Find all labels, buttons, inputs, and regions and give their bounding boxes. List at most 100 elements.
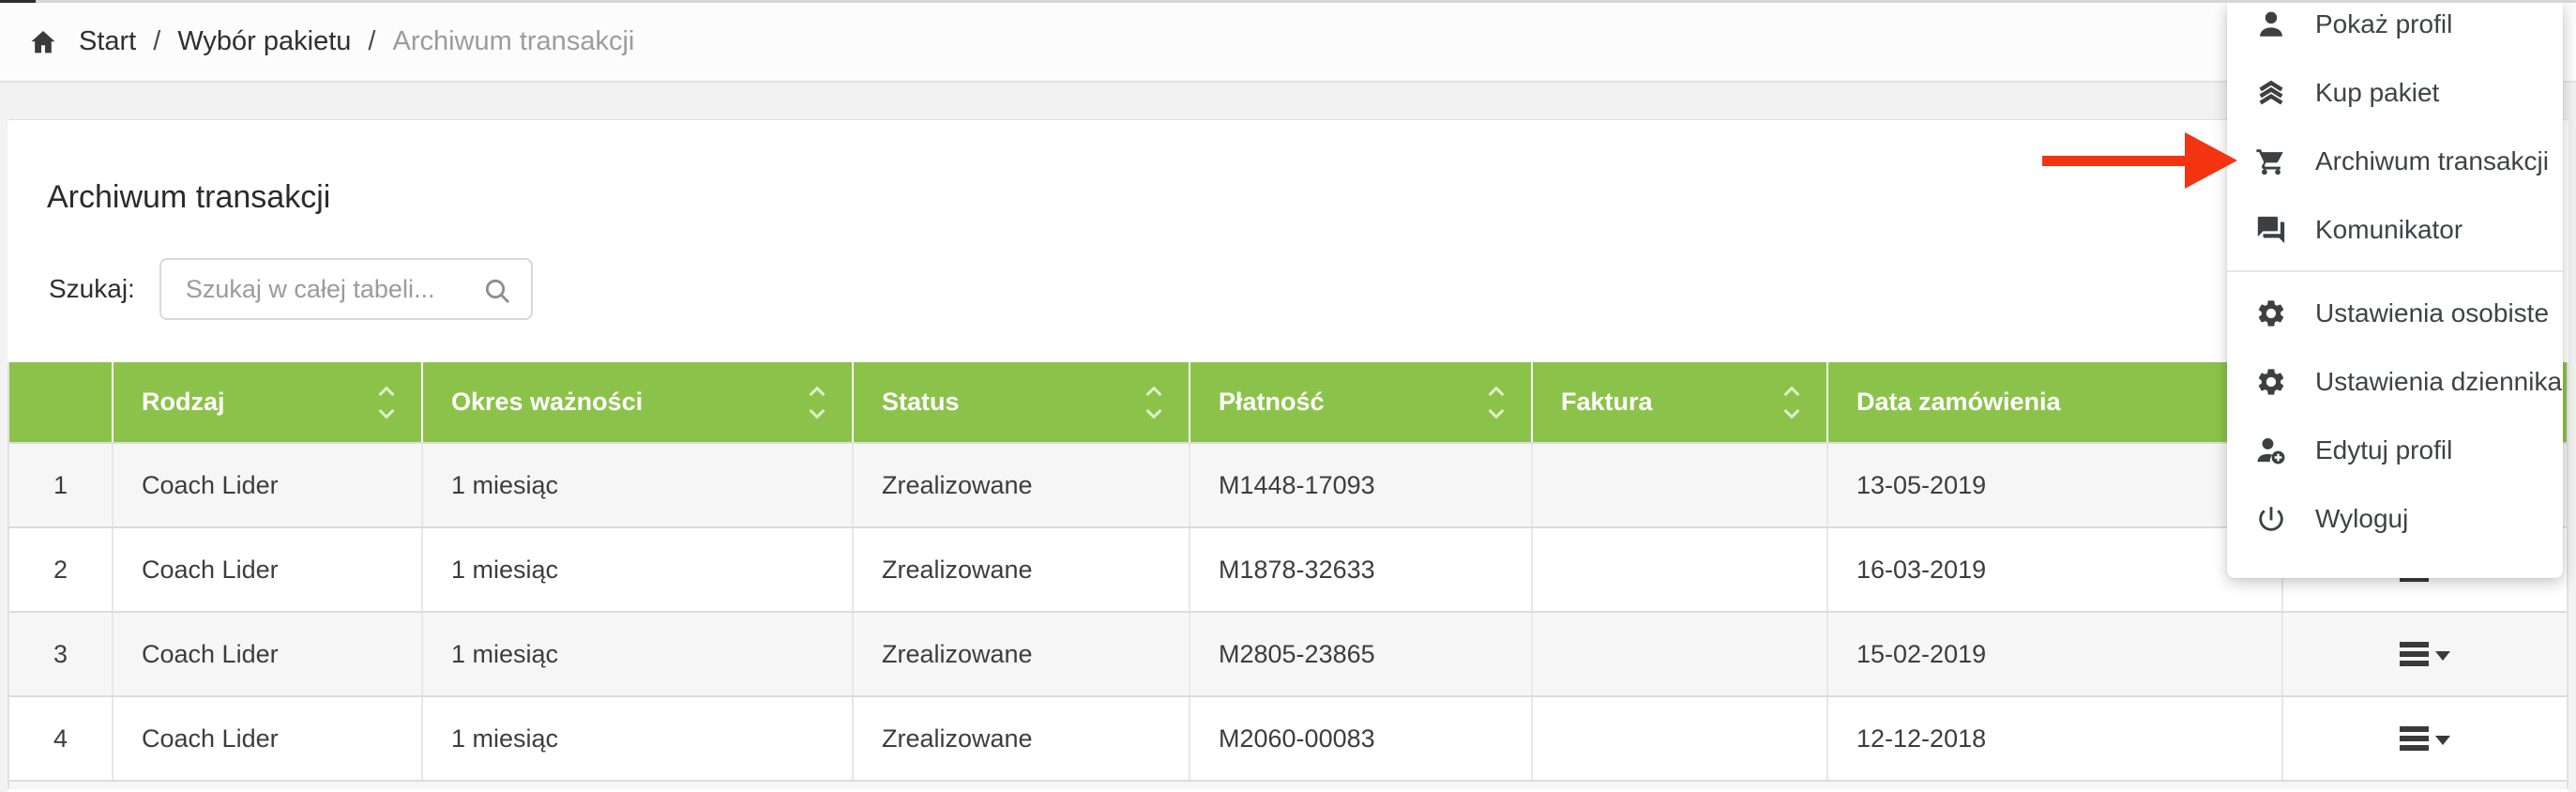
breadcrumb: Start / Wybór pakietu / Archiwum transak… <box>0 3 2576 83</box>
gear-icon <box>2253 296 2289 331</box>
cell-faktura <box>1533 613 1828 695</box>
cell-platnosc: M2060-00083 <box>1190 697 1533 780</box>
cell-data-zamowienia: 13-05-2019 <box>1828 444 2283 526</box>
header-cell-status[interactable]: Status <box>854 362 1190 442</box>
header-cell-data-zamowienia[interactable]: Data zamówienia <box>1828 362 2283 442</box>
cell-platnosc: M2805-23865 <box>1190 613 1533 695</box>
cart-icon <box>2253 144 2289 179</box>
row-actions-button[interactable] <box>2400 642 2450 666</box>
search-box <box>159 258 533 320</box>
breadcrumb-separator: / <box>153 26 161 56</box>
menu-divider <box>2227 270 2563 272</box>
search-icon <box>482 276 512 306</box>
menu-item-label: Edytuj profil <box>2315 434 2453 465</box>
user-dropdown-menu: Pokaż profil Kup pakiet Archiwum transak… <box>2227 3 2563 578</box>
search-input[interactable] <box>160 260 531 318</box>
search-row: Szukaj: <box>49 257 533 321</box>
cell-rodzaj: Coach Lider <box>114 697 423 780</box>
cell-platnosc: M1878-32633 <box>1190 528 1533 611</box>
menu-item-label: Ustawienia osobiste <box>2315 297 2550 327</box>
header-cell-number <box>9 362 114 442</box>
menu-item-komunikator[interactable]: Komunikator <box>2227 195 2563 264</box>
menu-item-pokaz-profil[interactable]: Pokaż profil <box>2227 3 2563 58</box>
table-header-row: Rodzaj Okres ważności Status Płatność Fa… <box>9 362 2567 442</box>
cell-okres: 1 miesiąc <box>423 444 854 526</box>
header-cell-okres-waznosci[interactable]: Okres ważności <box>423 362 854 442</box>
menu-item-kup-pakiet[interactable]: Kup pakiet <box>2227 58 2563 127</box>
breadcrumb-item-wybor-pakietu[interactable]: Wybór pakietu <box>177 26 352 56</box>
menu-item-wyloguj[interactable]: Wyloguj <box>2227 484 2563 553</box>
cell-number: 1 <box>9 444 114 526</box>
person-add-icon <box>2253 433 2289 468</box>
cell-rodzaj: Coach Lider <box>114 613 423 695</box>
cell-status: Zrealizowane <box>854 528 1190 611</box>
home-icon[interactable] <box>28 27 58 57</box>
cell-platnosc: M1448-17093 <box>1190 444 1533 526</box>
cell-okres: 1 miesiąc <box>423 613 854 695</box>
cell-status: Zrealizowane <box>854 697 1190 780</box>
menu-item-label: Archiwum transakcji <box>2315 145 2549 175</box>
hamburger-icon <box>2400 726 2429 751</box>
sort-icon[interactable] <box>378 386 395 419</box>
menu-item-label: Kup pakiet <box>2315 77 2440 107</box>
sort-icon[interactable] <box>1488 386 1505 419</box>
power-icon <box>2253 501 2289 537</box>
search-label: Szukaj: <box>49 274 135 303</box>
menu-item-ustawienia-dziennika[interactable]: Ustawienia dziennika <box>2227 347 2563 416</box>
menu-item-archiwum-transakcji[interactable]: Archiwum transakcji <box>2227 127 2563 195</box>
header-label: Data zamówienia <box>1856 388 2061 416</box>
menu-item-ustawienia-osobiste[interactable]: Ustawienia osobiste <box>2227 279 2563 347</box>
cell-actions <box>2283 613 2567 695</box>
cell-rodzaj: Coach Lider <box>114 528 423 611</box>
cell-number: 3 <box>9 613 114 695</box>
breadcrumb-item-archiwum-transakcji: Archiwum transakcji <box>392 26 635 56</box>
table-row: 2 Coach Lider 1 miesiąc Zrealizowane M18… <box>9 526 2567 611</box>
breadcrumb-item-start[interactable]: Start <box>79 26 137 56</box>
cell-status: Zrealizowane <box>854 613 1190 695</box>
cell-data-zamowienia: 12-12-2018 <box>1828 697 2283 780</box>
row-actions-button[interactable] <box>2400 726 2450 751</box>
caret-down-icon <box>2435 736 2450 745</box>
breadcrumb-separator: / <box>368 26 376 56</box>
cell-status: Zrealizowane <box>854 444 1190 526</box>
cell-faktura <box>1533 528 1828 611</box>
header-cell-platnosc[interactable]: Płatność <box>1190 362 1533 442</box>
chevrons-up-icon <box>2253 75 2289 111</box>
header-cell-rodzaj[interactable]: Rodzaj <box>114 362 423 442</box>
table-row-partial <box>9 780 2567 789</box>
caret-down-icon <box>2435 651 2450 661</box>
gear-icon <box>2253 364 2289 400</box>
menu-item-label: Ustawienia dziennika <box>2315 366 2563 396</box>
header-label: Okres ważności <box>451 388 644 416</box>
cell-okres: 1 miesiąc <box>423 697 854 780</box>
arrow-shaft <box>2042 156 2187 166</box>
cell-number: 2 <box>9 528 114 611</box>
table-row: 1 Coach Lider 1 miesiąc Zrealizowane M14… <box>9 442 2567 526</box>
menu-item-edytuj-profil[interactable]: Edytuj profil <box>2227 416 2563 484</box>
sort-icon[interactable] <box>1145 386 1162 419</box>
cell-data-zamowienia: 15-02-2019 <box>1828 613 2283 695</box>
cell-number: 4 <box>9 697 114 780</box>
cell-data-zamowienia: 16-03-2019 <box>1828 528 2283 611</box>
arrow-head-icon <box>2185 132 2237 189</box>
header-label: Rodzaj <box>142 388 225 416</box>
table-row: 4 Coach Lider 1 miesiąc Zrealizowane M20… <box>9 695 2567 780</box>
cell-faktura <box>1533 697 1828 780</box>
person-icon <box>2253 7 2289 42</box>
hamburger-icon <box>2400 642 2429 666</box>
cell-rodzaj: Coach Lider <box>114 444 423 526</box>
sort-icon[interactable] <box>1783 386 1800 419</box>
menu-item-label: Wyloguj <box>2315 503 2409 533</box>
page-title: Archiwum transakcji <box>47 179 331 215</box>
sort-icon[interactable] <box>809 386 826 419</box>
header-label: Status <box>882 388 960 416</box>
header-cell-faktura[interactable]: Faktura <box>1533 362 1828 442</box>
cell-faktura <box>1533 444 1828 526</box>
cell-actions <box>2283 697 2567 780</box>
menu-item-label: Pokaż profil <box>2315 8 2453 38</box>
transactions-table: Rodzaj Okres ważności Status Płatność Fa… <box>8 362 2568 789</box>
top-border <box>0 0 2576 3</box>
chat-icon <box>2253 212 2289 248</box>
header-label: Płatność <box>1219 388 1325 416</box>
header-label: Faktura <box>1561 388 1653 416</box>
